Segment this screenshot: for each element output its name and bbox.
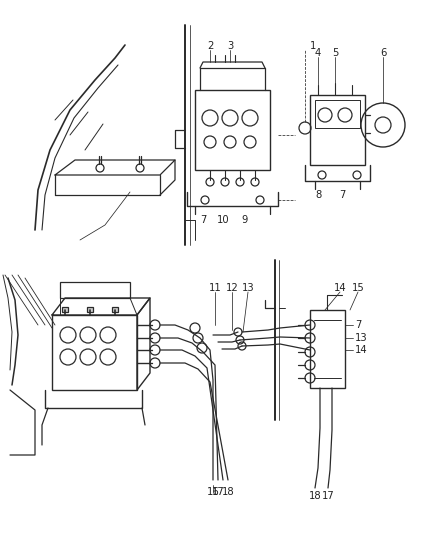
Text: 6: 6 <box>380 48 386 58</box>
Text: 13: 13 <box>242 283 254 293</box>
Bar <box>195 90 270 170</box>
Text: 18: 18 <box>309 491 321 501</box>
Text: 2: 2 <box>207 41 213 51</box>
Text: 7: 7 <box>355 320 361 330</box>
Text: 13: 13 <box>355 333 367 343</box>
Bar <box>112 307 118 312</box>
Bar <box>87 307 93 312</box>
Text: 5: 5 <box>332 48 338 58</box>
Text: 15: 15 <box>352 283 364 293</box>
Text: 14: 14 <box>334 283 346 293</box>
Text: 17: 17 <box>321 491 334 501</box>
Bar <box>60 282 130 298</box>
Text: 10: 10 <box>217 215 230 225</box>
Bar <box>310 95 365 165</box>
Text: 18: 18 <box>222 487 234 497</box>
Text: 9: 9 <box>242 215 248 225</box>
Text: 16: 16 <box>207 487 219 497</box>
Bar <box>310 310 345 388</box>
Text: 4: 4 <box>315 48 321 58</box>
Bar <box>52 315 137 390</box>
Bar <box>315 100 360 128</box>
Text: 12: 12 <box>226 283 238 293</box>
Text: 7: 7 <box>339 190 345 200</box>
Text: 17: 17 <box>212 487 224 497</box>
Text: 7: 7 <box>200 215 206 225</box>
Text: 14: 14 <box>355 345 367 355</box>
Text: 1: 1 <box>310 41 316 51</box>
Text: 8: 8 <box>315 190 321 200</box>
Text: 3: 3 <box>227 41 233 51</box>
Bar <box>62 307 68 312</box>
Text: 11: 11 <box>208 283 221 293</box>
